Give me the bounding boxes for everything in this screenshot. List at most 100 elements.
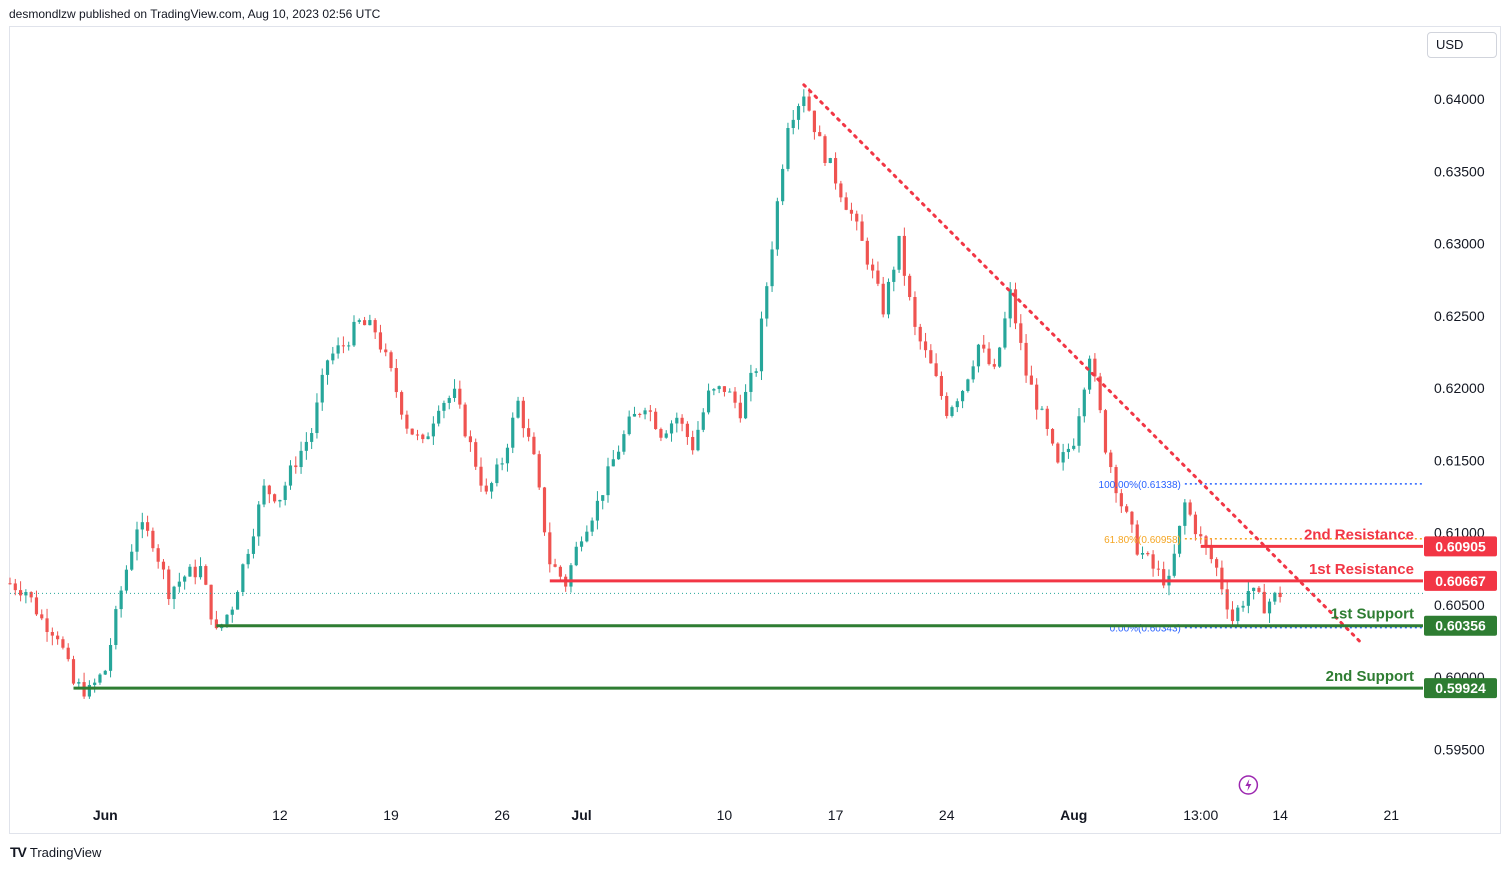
candle-body	[765, 286, 769, 319]
candle-body	[251, 536, 256, 554]
candle-body	[405, 414, 409, 429]
candle-body	[966, 379, 970, 391]
candle-body	[1267, 601, 1272, 614]
candle-body	[77, 682, 81, 684]
candle-body	[855, 213, 859, 222]
tradingview-logo[interactable]: TV TradingView	[10, 844, 101, 860]
candle-body	[1130, 511, 1134, 525]
candle-body	[320, 374, 324, 403]
candle-body	[463, 404, 467, 437]
candle-body	[1098, 376, 1102, 411]
candle-body	[664, 433, 668, 438]
candle-body	[728, 391, 732, 393]
price-tag	[1424, 678, 1497, 699]
candle-body	[458, 388, 462, 405]
candle-body	[945, 395, 949, 416]
candle-body	[791, 119, 795, 129]
candle-body	[161, 561, 166, 570]
candle-body	[574, 546, 578, 566]
candle-body	[484, 485, 488, 492]
y-tick-label: 0.62500	[1434, 308, 1485, 324]
candle-body	[442, 402, 446, 411]
candle-body	[1273, 592, 1277, 602]
x-tick-label: 24	[939, 807, 955, 823]
resistance-level-name: 2nd Resistance	[1304, 526, 1414, 543]
candle-body	[124, 569, 129, 591]
candle-body	[982, 344, 986, 349]
candle-body	[336, 345, 340, 354]
candle-body	[516, 400, 520, 418]
candle-body	[373, 320, 377, 333]
candle-body	[209, 584, 213, 620]
candle-body	[325, 360, 330, 375]
tradingview-brand-text: TradingView	[29, 844, 102, 860]
fib-level-label: 0.00%(0.60343)	[1110, 624, 1181, 635]
candle-body	[500, 463, 504, 465]
candle-body	[315, 402, 319, 434]
candle-body	[447, 397, 451, 403]
y-tick-label: 0.64000	[1434, 91, 1485, 107]
price-tag	[1424, 615, 1497, 636]
candle-body	[691, 436, 695, 451]
candle-body	[860, 221, 864, 241]
candle-body	[431, 423, 435, 437]
candle-body	[527, 428, 531, 437]
candle-body	[119, 590, 123, 610]
candle-body	[701, 412, 705, 430]
candle-body	[881, 283, 885, 315]
candle-body	[1093, 358, 1097, 377]
candle-body	[299, 450, 303, 468]
candle-body	[452, 388, 457, 398]
candle-body	[585, 531, 589, 542]
candle-body	[738, 402, 742, 419]
candle-body	[225, 614, 229, 625]
support-level-name: 1st Support	[1331, 606, 1414, 623]
candle-body	[183, 576, 187, 582]
x-tick-label: 26	[494, 807, 510, 823]
candle-body	[685, 423, 689, 437]
candle-body	[648, 410, 652, 412]
candle-body	[29, 592, 33, 598]
candle-body	[40, 614, 44, 619]
candle-body	[1029, 375, 1033, 385]
candle-body	[1156, 568, 1160, 570]
candle-body	[267, 485, 271, 495]
candle-body	[1204, 536, 1208, 547]
candle-body	[146, 522, 150, 531]
candle-body	[193, 566, 197, 578]
x-tick-label: 17	[828, 807, 844, 823]
candle-body	[749, 372, 753, 392]
candle-body	[331, 353, 335, 361]
y-tick-label: 0.61500	[1434, 452, 1485, 468]
x-tick-label: Aug	[1060, 807, 1087, 823]
y-tick-label: 0.59500	[1434, 741, 1485, 757]
candle-body	[1019, 323, 1023, 343]
candle-body	[415, 434, 420, 436]
candle-body	[659, 429, 663, 438]
currency-selector[interactable]: USD	[1427, 32, 1497, 58]
candle-body	[696, 429, 700, 451]
candle-body	[542, 487, 547, 533]
price-tag-label: 0.59924	[1435, 680, 1486, 696]
candle-body	[844, 197, 848, 210]
x-tick-label: 19	[383, 807, 399, 823]
candle-body	[1013, 289, 1018, 324]
tradingview-logo-icon: TV	[10, 844, 27, 860]
candle-body	[8, 583, 12, 585]
candle-body	[1246, 591, 1250, 606]
candle-body	[521, 400, 525, 429]
candle-body	[368, 320, 372, 326]
candle-body	[288, 465, 293, 486]
candle-body	[654, 411, 658, 430]
candle-body	[929, 350, 933, 364]
candle-body	[823, 136, 827, 163]
candle-body	[98, 674, 102, 683]
candle-body	[611, 459, 615, 467]
candle-body	[34, 597, 39, 615]
candle-body	[1220, 567, 1224, 590]
candle-body	[1151, 554, 1155, 569]
candle-body	[876, 270, 880, 284]
candle-body	[426, 436, 430, 440]
candle-body	[495, 464, 499, 484]
